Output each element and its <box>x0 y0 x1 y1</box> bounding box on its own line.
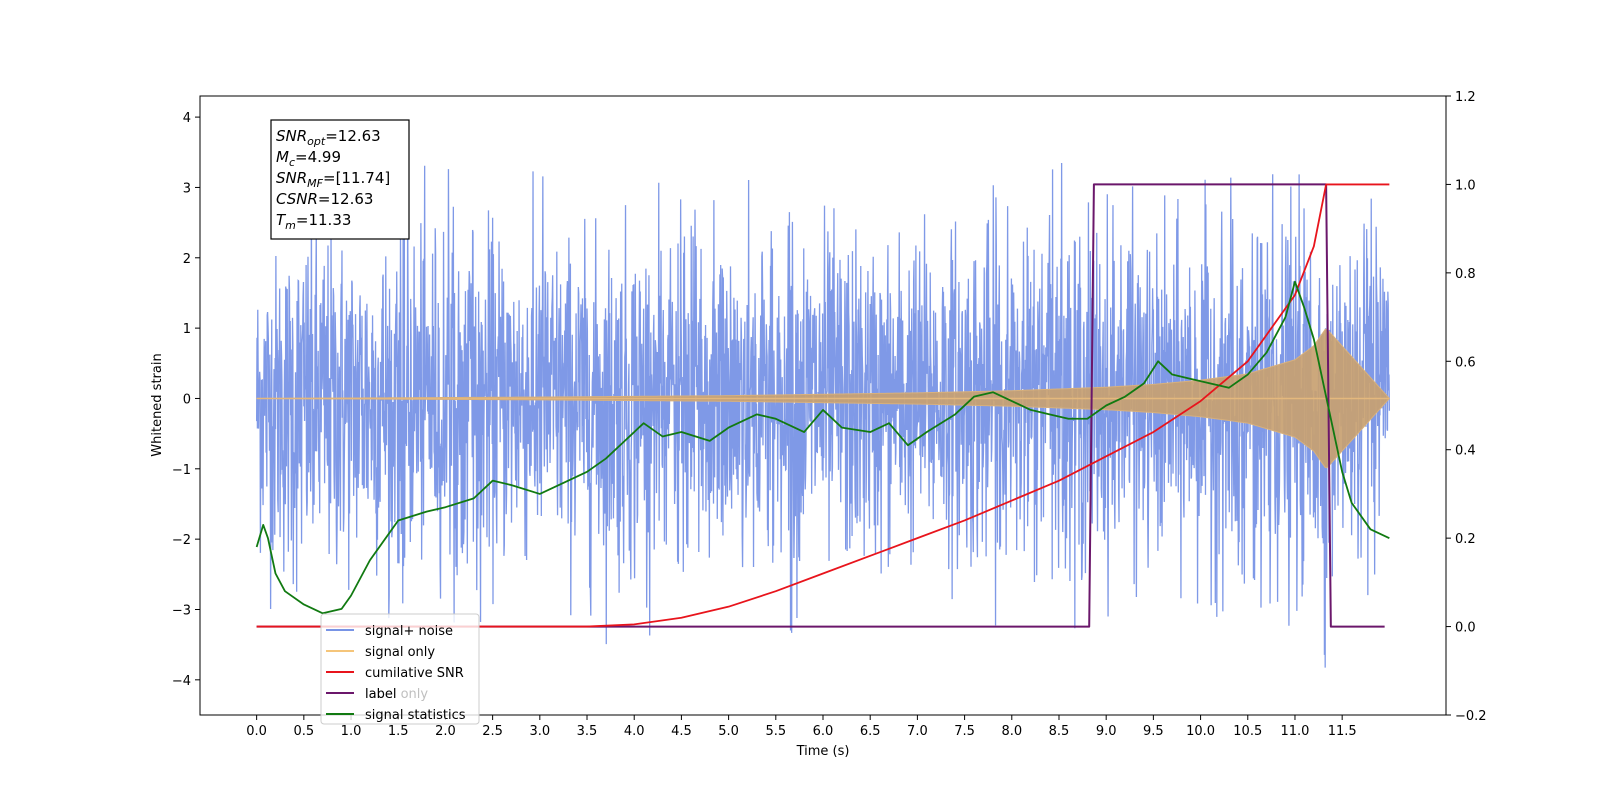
series-cumulative-snr <box>256 183 1390 628</box>
y-tick-label: 4 <box>183 111 191 126</box>
info-value: =11.33 <box>296 211 352 229</box>
legend-label: label <box>365 687 396 702</box>
y2-tick-label: 1.0 <box>1455 178 1476 193</box>
legend-label: signal statistics <box>365 708 466 723</box>
info-box-frame <box>270 119 410 240</box>
series-signal-noise <box>255 155 1391 668</box>
series-signal-statistics <box>255 280 1390 615</box>
x-tick-label: 5.0 <box>718 724 739 739</box>
x-tick-label: 9.0 <box>1096 724 1117 739</box>
info-line: Mc=4.99 <box>276 148 341 169</box>
info-subscript: MF <box>307 177 323 190</box>
y-tick-label: −1 <box>172 463 191 478</box>
x-tick-label: 6.5 <box>860 724 881 739</box>
x-tick-label: 7.0 <box>907 724 928 739</box>
x-tick-label: 4.0 <box>624 724 645 739</box>
y-tick-label: 3 <box>183 181 191 196</box>
info-line: Tm=11.33 <box>276 211 351 232</box>
x-tick-label: 8.5 <box>1049 724 1070 739</box>
x-tick-label: 2.0 <box>435 724 456 739</box>
x-tick-label: 9.5 <box>1143 724 1164 739</box>
x-tick-label: 5.5 <box>765 724 786 739</box>
info-line: SNRopt=12.63 <box>276 127 381 148</box>
x-tick-label: 11.0 <box>1280 724 1309 739</box>
y2-tick-label: 0.4 <box>1455 444 1476 459</box>
info-line: SNRMF=[11.74] <box>276 169 390 190</box>
info-value: =4.99 <box>295 148 341 166</box>
x-tick-label: 1.5 <box>388 724 409 739</box>
info-subscript: c <box>289 156 295 169</box>
axes: 0.0 0.5 1.0 1.5 2.0 2.5 3.0 3.5 4.0 4.5 5.0 5.5 6.0 6… <box>172 90 1487 739</box>
legend-label: signal only <box>365 645 435 660</box>
info-box: SNRopt=12.63Mc=4.99SNRMF=[11.74]CSNR=12.… <box>270 119 410 240</box>
y-axis-label: Whitened strain <box>150 353 165 456</box>
info-subscript: opt <box>307 135 326 148</box>
legend-label-overlap: label only <box>365 687 428 702</box>
info-value: =[11.74] <box>323 169 390 187</box>
x-tick-label: 6.0 <box>813 724 834 739</box>
x-tick-label: 8.0 <box>1001 724 1022 739</box>
info-symbol: T <box>276 211 287 229</box>
x-tick-label: 3.5 <box>577 724 598 739</box>
y-tick-label: 0 <box>183 392 191 407</box>
legend-frame <box>320 613 480 725</box>
series-label <box>256 183 1385 628</box>
y-tick-label: 1 <box>183 322 191 337</box>
y-tick-label: −3 <box>172 603 191 618</box>
legend: label only signal+ noise signal only cumila… <box>320 613 480 725</box>
plot-area <box>255 155 1391 668</box>
info-symbol: SNR <box>276 169 307 187</box>
info-symbol: CSNR <box>276 190 318 208</box>
x-tick-label: 0.0 <box>246 724 267 739</box>
y2-tick-label: 0.2 <box>1455 532 1476 547</box>
x-tick-label: 11.5 <box>1328 724 1357 739</box>
info-line: CSNR=12.63 <box>276 190 373 208</box>
info-value: =12.63 <box>318 190 374 208</box>
x-axis-label: Time (s) <box>796 744 850 759</box>
x-tick-label: 4.5 <box>671 724 692 739</box>
x-tick-label: 10.0 <box>1186 724 1215 739</box>
x-tick-label: 0.5 <box>293 724 314 739</box>
x-tick-label: 2.5 <box>482 724 503 739</box>
y-tick-label: −2 <box>172 533 191 548</box>
info-subscript: m <box>285 219 296 232</box>
y2-tick-label: 1.2 <box>1455 90 1476 105</box>
info-value: =12.63 <box>325 127 381 145</box>
y-tick-label: −4 <box>172 674 191 689</box>
y2-tick-label: −0.2 <box>1455 709 1487 724</box>
y-tick-label: 2 <box>183 252 191 267</box>
y2-tick-label: 0.0 <box>1455 621 1476 636</box>
x-tick-label: 10.5 <box>1233 724 1262 739</box>
info-symbol: M <box>276 148 289 166</box>
info-symbol: SNR <box>276 127 307 145</box>
y2-tick-label: 0.8 <box>1455 267 1476 282</box>
legend-label: cumilative SNR <box>365 666 464 681</box>
x-tick-label: 3.0 <box>529 724 550 739</box>
y2-tick-label: 0.6 <box>1455 355 1476 370</box>
x-tick-label: 7.5 <box>954 724 975 739</box>
legend-label: signal+ noise <box>365 624 453 639</box>
x-tick-label: 1.0 <box>341 724 362 739</box>
